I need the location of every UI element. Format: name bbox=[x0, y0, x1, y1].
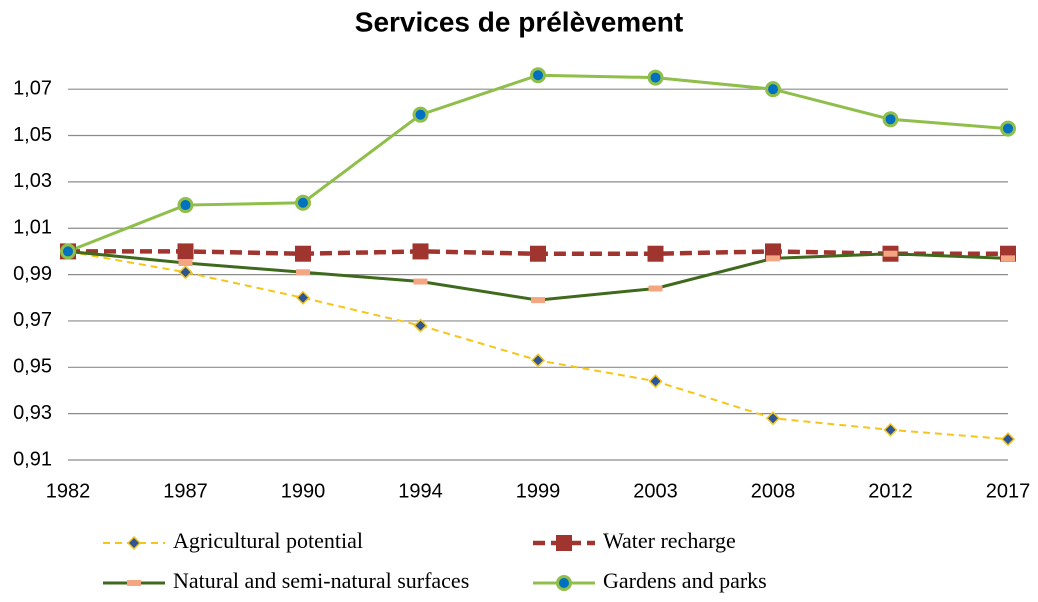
data-point bbox=[1000, 432, 1016, 447]
data-point bbox=[296, 269, 310, 276]
legend-marker bbox=[556, 535, 572, 551]
y-tick-label: 0,93 bbox=[13, 402, 52, 424]
legend-label: Water recharge bbox=[603, 528, 736, 553]
x-tick-label: 1994 bbox=[398, 480, 443, 502]
x-tick-label: 2003 bbox=[633, 480, 678, 502]
legend-label: Natural and semi-natural surfaces bbox=[173, 568, 469, 593]
data-point bbox=[883, 250, 898, 257]
data-point bbox=[648, 374, 663, 389]
x-tick-label: 1987 bbox=[163, 480, 208, 502]
y-tick-label: 0,91 bbox=[13, 448, 52, 470]
data-point bbox=[413, 318, 428, 333]
series-line bbox=[67, 73, 1009, 253]
data-point bbox=[412, 243, 429, 260]
x-tick-label: 2017 bbox=[986, 480, 1031, 502]
legend-label: Agricultural potential bbox=[173, 528, 363, 553]
data-point bbox=[413, 278, 428, 285]
y-tick-label: 1,07 bbox=[13, 77, 52, 99]
y-tick-label: 0,95 bbox=[13, 356, 52, 378]
data-point bbox=[295, 290, 311, 305]
data-point bbox=[178, 265, 193, 280]
x-tick-label: 2008 bbox=[751, 480, 796, 502]
chart-title: Services de prélèvement bbox=[355, 6, 683, 37]
data-point bbox=[765, 81, 781, 98]
data-point bbox=[883, 422, 898, 437]
legend-marker bbox=[126, 535, 142, 551]
data-point bbox=[1001, 255, 1015, 262]
y-tick-label: 0,99 bbox=[13, 263, 52, 285]
legend-label: Gardens and parks bbox=[603, 568, 767, 593]
legend-marker bbox=[127, 580, 141, 586]
data-point bbox=[1000, 120, 1016, 137]
data-point bbox=[295, 194, 311, 211]
x-tick-label: 2012 bbox=[868, 480, 913, 502]
y-tick-label: 0,97 bbox=[13, 309, 52, 331]
data-point bbox=[647, 69, 664, 86]
data-point bbox=[60, 243, 76, 260]
legend-marker bbox=[556, 575, 572, 591]
data-point bbox=[766, 255, 780, 262]
x-tick-label: 1982 bbox=[46, 480, 91, 502]
data-point bbox=[765, 411, 781, 426]
x-tick-label: 1999 bbox=[516, 480, 561, 502]
y-tick-label: 1,01 bbox=[13, 217, 52, 239]
data-point bbox=[531, 297, 545, 304]
data-point bbox=[177, 197, 194, 214]
data-point bbox=[648, 285, 663, 292]
data-point bbox=[530, 67, 546, 84]
data-point bbox=[647, 245, 664, 262]
data-point bbox=[178, 260, 193, 266]
data-point bbox=[530, 353, 546, 368]
x-tick-label: 1990 bbox=[281, 480, 326, 502]
data-point bbox=[412, 106, 429, 123]
data-point bbox=[882, 111, 899, 128]
series-line bbox=[67, 250, 1009, 441]
data-point bbox=[530, 245, 546, 262]
y-tick-label: 1,05 bbox=[13, 124, 52, 146]
data-point bbox=[295, 245, 311, 262]
data-point bbox=[177, 243, 194, 260]
y-tick-label: 1,03 bbox=[13, 170, 52, 192]
